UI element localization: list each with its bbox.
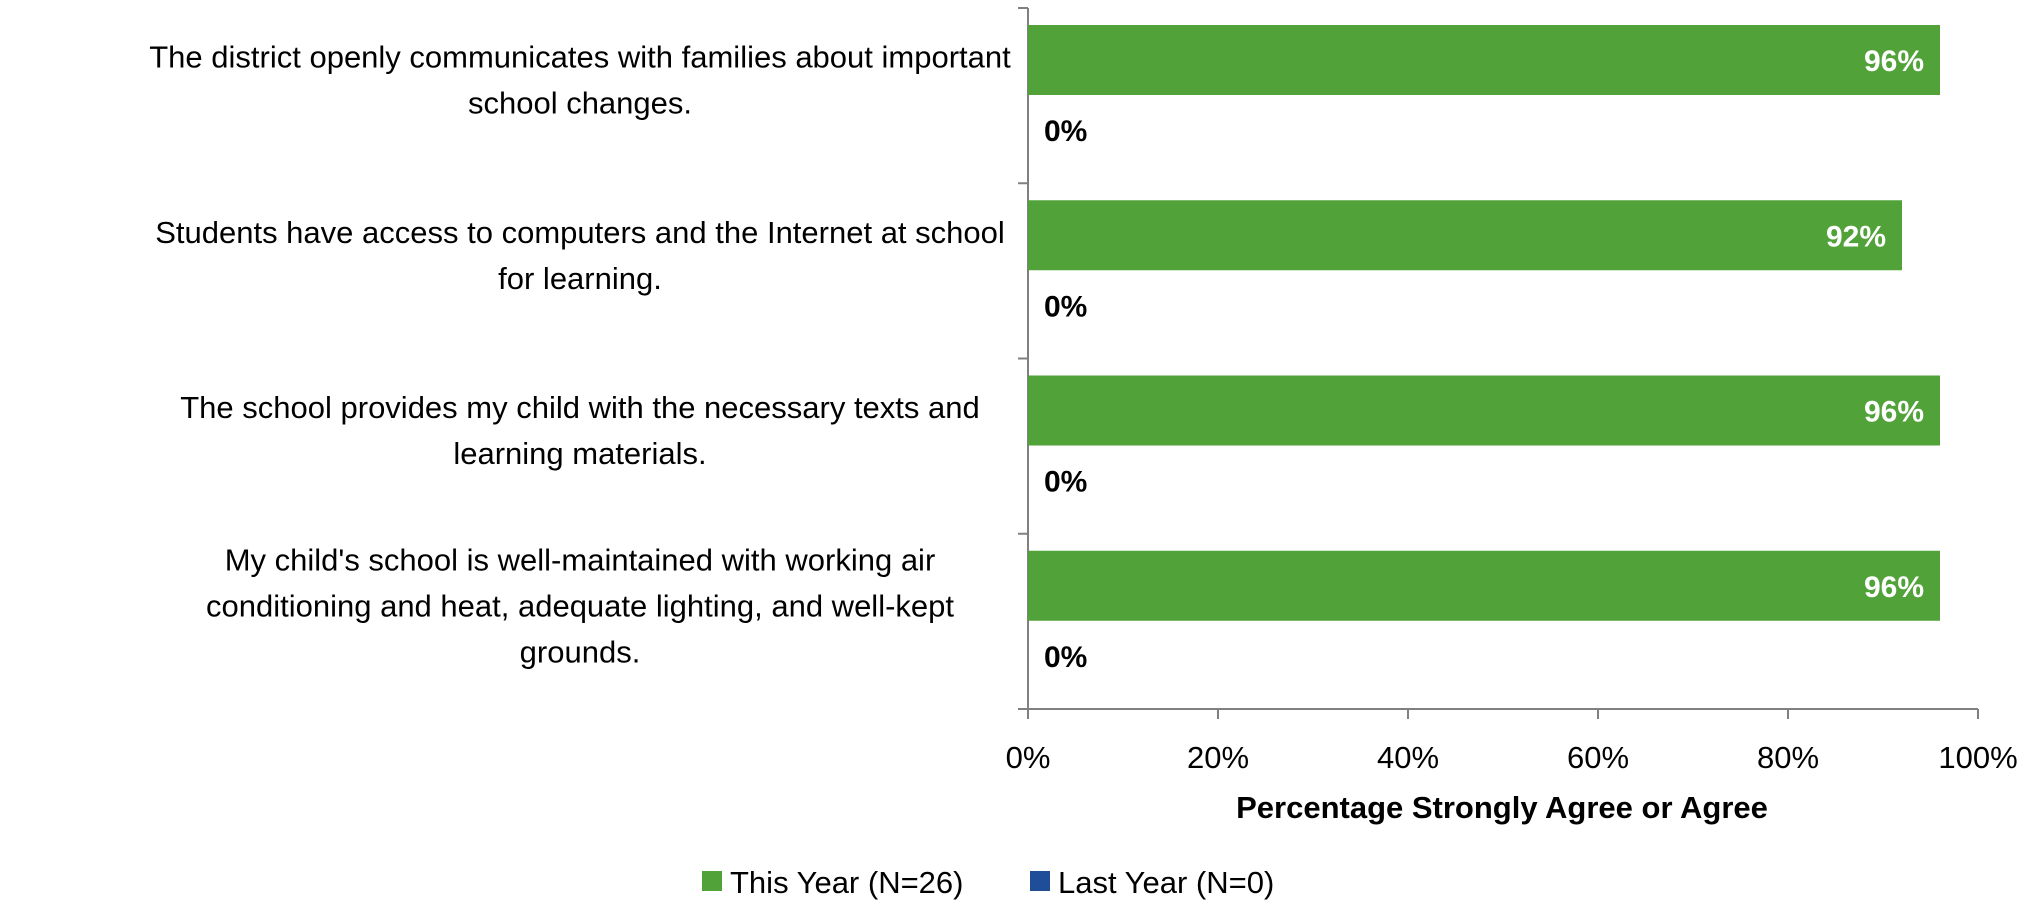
- x-tick-label: 100%: [1938, 740, 2017, 775]
- category-label-line: The district openly communicates with fa…: [149, 40, 1011, 75]
- category-label-line: conditioning and heat, adequate lighting…: [206, 588, 954, 623]
- data-label: 96%: [1864, 45, 1924, 78]
- plot-area: 0% 20% 40% 60% 80% 100% 96% 0% The district open…: [149, 7, 2018, 775]
- data-label: 0%: [1044, 466, 1087, 499]
- x-tick-label: 0%: [1006, 740, 1051, 775]
- legend-entry: Last Year (N=0): [1058, 865, 1274, 900]
- legend: This Year (N=26) Last Year (N=0): [702, 865, 1274, 900]
- bar: [1028, 550, 1940, 621]
- bar: [1028, 375, 1940, 446]
- category-label-line: Students have access to computers and th…: [155, 215, 1005, 250]
- category-label-line: learning materials.: [453, 436, 706, 471]
- legend-entry: This Year (N=26): [730, 865, 963, 900]
- x-tick-label: 40%: [1377, 740, 1439, 775]
- category-label-line: The school provides my child with the ne…: [180, 390, 980, 425]
- category-label-line: school changes.: [468, 86, 692, 121]
- x-tick-label: 60%: [1567, 740, 1629, 775]
- x-tick-label: 80%: [1757, 740, 1819, 775]
- bar: [1028, 200, 1902, 271]
- x-axis-title: Percentage Strongly Agree or Agree: [1236, 790, 1768, 825]
- category-label: The district openly communicates with fa…: [149, 40, 1011, 121]
- data-label: 96%: [1864, 571, 1924, 604]
- category-label: Students have access to computers and th…: [155, 215, 1005, 296]
- category-label: The school provides my child with the ne…: [180, 390, 980, 471]
- data-label: 0%: [1044, 641, 1087, 674]
- legend-swatch: [702, 871, 722, 891]
- legend-swatch: [1030, 871, 1050, 891]
- category-label-line: for learning.: [498, 261, 662, 296]
- data-label: 0%: [1044, 290, 1087, 323]
- category-label-line: My child's school is well-maintained wit…: [225, 542, 936, 577]
- data-label: 0%: [1044, 115, 1087, 148]
- x-tick-label: 20%: [1187, 740, 1249, 775]
- category-label-line: grounds.: [520, 634, 641, 669]
- data-label: 96%: [1864, 396, 1924, 429]
- data-label: 92%: [1826, 220, 1886, 253]
- category-label: My child's school is well-maintained wit…: [206, 542, 954, 669]
- bar: [1028, 25, 1940, 95]
